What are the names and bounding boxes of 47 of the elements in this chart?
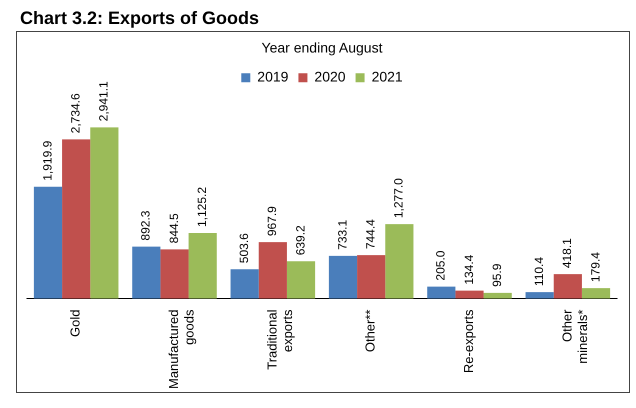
bar [427, 286, 456, 299]
data-label: 733.1 [335, 219, 350, 250]
bar [286, 261, 316, 299]
bar [34, 186, 62, 299]
x-tick-label: Other minerals* [559, 308, 590, 364]
data-label: 205.0 [434, 250, 448, 281]
legend-label: 2020 [314, 68, 346, 85]
data-label: 744.4 [363, 218, 378, 250]
chart-subtitle: Year ending August [262, 39, 383, 56]
data-label: 134.4 [462, 254, 476, 285]
data-label: 892.3 [138, 210, 153, 241]
data-label: 639.2 [293, 224, 308, 256]
bar [484, 292, 512, 299]
bar [554, 274, 582, 299]
bar [582, 288, 610, 299]
legend-label: 2021 [372, 68, 403, 85]
x-tick-label: Re-exports [461, 309, 476, 374]
bar [385, 224, 414, 299]
bar [455, 290, 484, 299]
data-label: 110.4 [532, 256, 546, 286]
data-label: 844.5 [166, 213, 181, 244]
bar [526, 292, 554, 299]
bar [132, 246, 160, 299]
bar [160, 249, 189, 299]
data-label: 503.6 [236, 232, 251, 264]
data-label: 2,734.6 [68, 92, 82, 134]
bar [62, 139, 90, 299]
data-label: 418.1 [560, 238, 574, 268]
bar [90, 127, 118, 299]
bar [258, 242, 287, 299]
x-tick-label: Other** [362, 310, 378, 352]
data-label: 967.9 [265, 206, 280, 236]
legend-label: 2019 [257, 68, 289, 85]
x-tick-label: Traditional exports [264, 309, 296, 370]
bar [328, 256, 358, 299]
bar [357, 255, 386, 299]
data-label: 1,277.0 [392, 178, 406, 218]
data-label: 2,941.1 [96, 80, 111, 122]
x-tick-label: Gold [68, 310, 83, 337]
data-label: 1,125.2 [195, 186, 209, 228]
bar [188, 233, 217, 299]
data-label: 1,919.9 [40, 140, 54, 181]
data-label: 179.4 [588, 252, 602, 282]
bar [230, 269, 259, 299]
chart-title: Chart 3.2: Exports of Goods [20, 8, 260, 29]
data-label: 95.9 [490, 263, 504, 287]
x-tick-label: Manufactured goods [166, 309, 197, 390]
